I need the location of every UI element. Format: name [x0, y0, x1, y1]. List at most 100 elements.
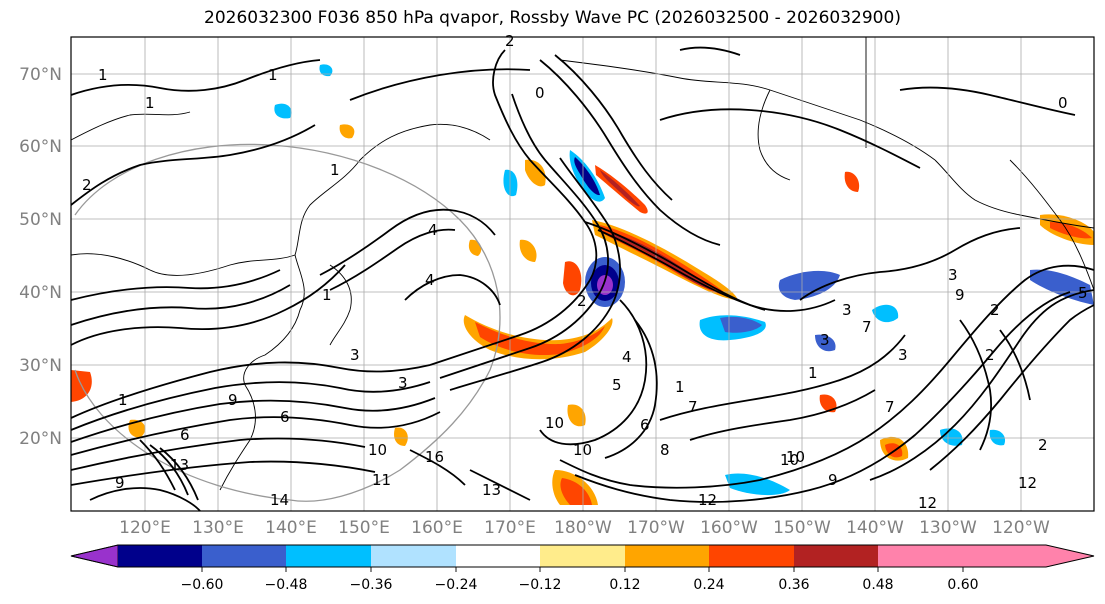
contour-label: 7 — [688, 398, 698, 416]
lat-label: 50°N — [19, 210, 62, 230]
colorbar-tick-label: 0.12 — [609, 577, 640, 593]
lat-label: 70°N — [19, 65, 62, 85]
contour-label: 7 — [862, 318, 872, 336]
contour-label: 1 — [98, 66, 108, 84]
contour-label: 12 — [698, 491, 717, 509]
colorbar-ticks — [201, 567, 964, 572]
contour-label: 2 — [82, 176, 92, 194]
contour-label: 4 — [622, 348, 632, 366]
colorbar: −0.60 −0.48 −0.36 −0.24 −0.12 0.12 0.24 … — [70, 544, 1095, 593]
colorbar-tick-label: 0.36 — [778, 577, 809, 593]
contour-label: 6 — [180, 426, 190, 444]
colorbar-segment — [202, 545, 286, 567]
reference-arcs — [74, 143, 501, 502]
lat-label: 60°N — [19, 137, 62, 157]
contour-label: 14 — [270, 491, 289, 509]
contour-label: 2 — [577, 292, 587, 310]
colorbar-outline — [70, 544, 1095, 568]
contour-label: 6 — [640, 416, 650, 434]
contour-label: 10 — [545, 414, 564, 432]
contour-label: 8 — [660, 441, 670, 459]
colorbar-tick-label: −0.24 — [435, 577, 478, 593]
colorbar-segment — [878, 545, 963, 567]
lon-label: 130°W — [919, 518, 977, 538]
lon-label: 160°W — [700, 518, 758, 538]
contour-label: 12 — [1018, 474, 1037, 492]
contour-label: 7 — [885, 398, 895, 416]
lon-label: 140°E — [265, 518, 317, 538]
lat-label: 40°N — [19, 283, 62, 303]
lon-label: 140°W — [846, 518, 904, 538]
map-area — [71, 37, 1094, 511]
contour-labels: 1 1 1 2 2 1 0 0 1 4 2 2 3 1 1 3 2 3 4 5 … — [82, 32, 1088, 512]
colorbar-segment — [625, 545, 709, 567]
lon-label: 120°W — [992, 518, 1050, 538]
colorbar-tick-label: −0.60 — [181, 577, 224, 593]
lon-label: 170°W — [627, 518, 685, 538]
lon-label: 170°E — [484, 518, 536, 538]
colorbar-segment — [371, 545, 456, 567]
contour-label: 1 — [268, 66, 278, 84]
contour-label: 5 — [1078, 284, 1088, 302]
contour-label: 1 — [808, 364, 818, 382]
lon-label: 150°E — [338, 518, 390, 538]
lon-label: 150°W — [773, 518, 831, 538]
contour-label: 0 — [1058, 94, 1068, 112]
contour-label: 13 — [482, 481, 501, 499]
contour-label: 2 — [1038, 436, 1048, 454]
contour-label: 9 — [228, 391, 238, 409]
colorbar-tick-label: −0.12 — [519, 577, 562, 593]
contour-label: 10 — [786, 448, 805, 466]
contour-label: 3 — [350, 346, 360, 364]
contour-label: 1 — [145, 94, 155, 112]
contour-label: 12 — [918, 494, 937, 512]
contour-label: 3 — [842, 301, 852, 319]
coastlines — [70, 37, 1095, 491]
contour-label: 3 — [948, 266, 958, 284]
contour-label: 16 — [425, 448, 444, 466]
contour-label: 5 — [612, 376, 622, 394]
colorbar-segment — [286, 545, 371, 567]
contour-label: 1 — [322, 286, 332, 304]
contour-label: 0 — [535, 84, 545, 102]
contour-label: 6 — [280, 408, 290, 426]
lat-label: 30°N — [19, 356, 62, 376]
contour-label: 2 — [985, 346, 995, 364]
map-frame — [70, 36, 1095, 512]
colorbar-tick-label: −0.48 — [265, 577, 308, 593]
longitude-axis: 120°E 130°E 140°E 150°E 160°E 170°E 180°… — [119, 518, 1050, 538]
latitude-axis: 70°N 60°N 50°N 40°N 30°N 20°N — [19, 65, 62, 449]
contour-label: 1 — [118, 391, 128, 409]
contour-label: 2 — [505, 32, 515, 50]
qvapor-contours — [70, 46, 1095, 512]
contour-label: 1 — [330, 161, 340, 179]
colorbar-segment — [456, 545, 540, 567]
contour-label: 9 — [955, 286, 965, 304]
contour-label: 11 — [372, 471, 391, 489]
contour-label: 13 — [170, 456, 189, 474]
contour-label: 3 — [398, 374, 408, 392]
colorbar-right-arrow — [963, 545, 1094, 567]
colorbar-tick-label: 0.48 — [862, 577, 893, 593]
contour-label: 10 — [780, 451, 799, 469]
lon-label: 130°E — [192, 518, 244, 538]
colorbar-tick-label: 0.60 — [947, 577, 978, 593]
colorbar-segment — [540, 545, 625, 567]
lat-label: 20°N — [19, 429, 62, 449]
contour-label: 4 — [425, 271, 435, 289]
contour-label: 4 — [428, 221, 438, 239]
contour-label: 3 — [820, 331, 830, 349]
contour-label: 10 — [573, 441, 592, 459]
contour-label: 1 — [675, 378, 685, 396]
colorbar-segment — [794, 545, 878, 567]
colorbar-tick-label: −0.36 — [350, 577, 393, 593]
contour-label: 9 — [115, 474, 125, 492]
contour-label: 3 — [898, 346, 908, 364]
colorbar-left-arrow — [70, 544, 119, 568]
colorbar-tick-label: 0.24 — [693, 577, 724, 593]
contour-label: 10 — [368, 441, 387, 459]
lon-label: 180°W — [554, 518, 612, 538]
colorbar-segment — [118, 545, 202, 567]
contour-label: 9 — [828, 471, 838, 489]
